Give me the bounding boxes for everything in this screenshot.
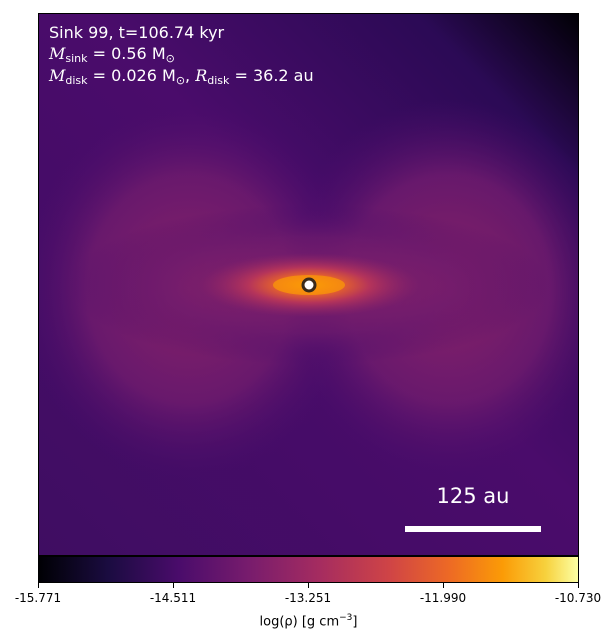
colorbar-tick-label: -13.251 <box>284 591 332 605</box>
scale-bar-label: 125 au <box>436 484 510 508</box>
colorbar-tick <box>308 583 309 588</box>
colorbar-tick-label: -15.771 <box>14 591 62 605</box>
density-map-panel: Sink 99, t=106.74 kyr Msink = 0.56 M⊙ Md… <box>38 13 579 556</box>
colorbar-tick <box>38 583 39 588</box>
colorbar <box>38 556 579 583</box>
density-map-image <box>39 14 578 555</box>
colorbar-tick-label: -14.511 <box>149 591 197 605</box>
colorbar-tick-label: -11.990 <box>419 591 467 605</box>
colorbar-tick <box>578 583 579 588</box>
disk-properties-label: Mdisk = 0.026 M⊙, Rdisk = 36.2 au <box>49 66 314 87</box>
sink-mass-label: Msink = 0.56 M⊙ <box>49 44 175 65</box>
colorbar-tick <box>173 583 174 588</box>
colorbar-tick <box>443 583 444 588</box>
sink-title: Sink 99, t=106.74 kyr <box>49 23 225 42</box>
colorbar-label: log(ρ) [g cm−3] <box>259 613 358 630</box>
colorbar-tick-label: -10.730 <box>554 591 602 605</box>
sink-marker-icon <box>301 277 317 293</box>
scale-bar <box>405 526 541 532</box>
